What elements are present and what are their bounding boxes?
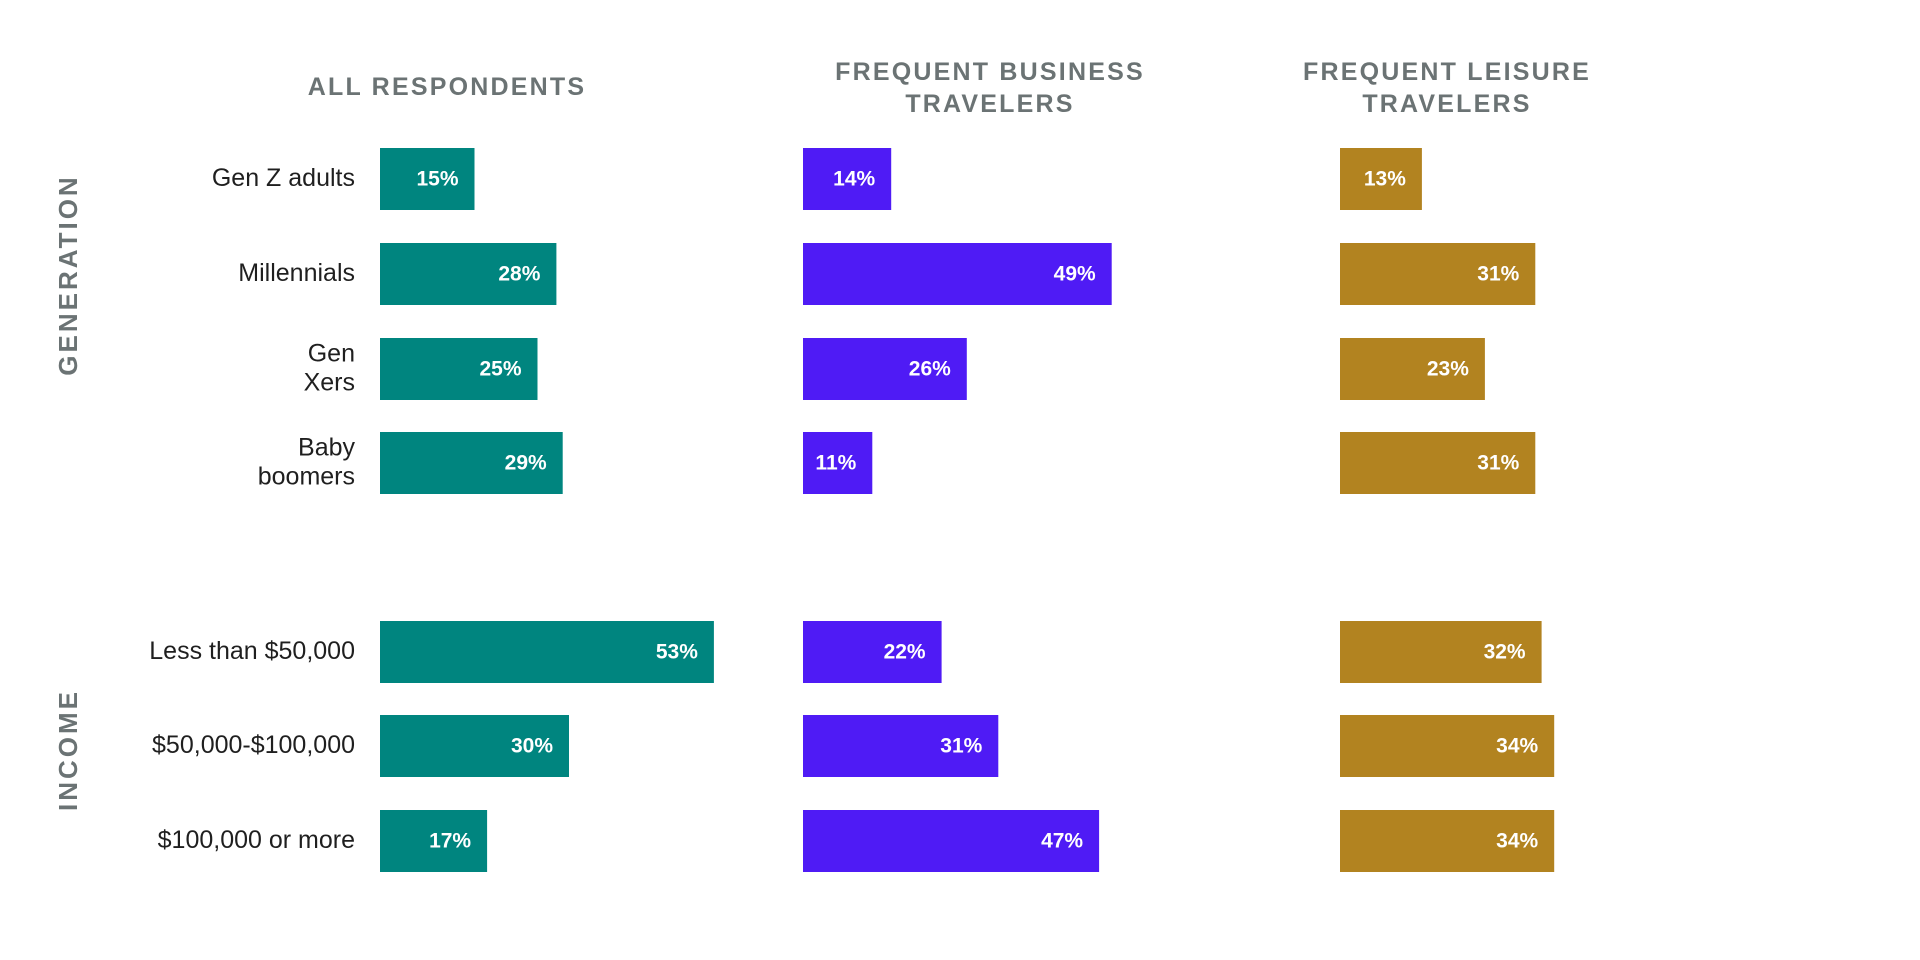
bar (803, 338, 967, 400)
bar (1340, 621, 1542, 683)
category-label: Less than $50,000 (149, 637, 355, 665)
value-label: 14% (833, 168, 875, 191)
bar (803, 810, 1100, 872)
bar (380, 243, 557, 305)
bar (1340, 715, 1555, 777)
category-label: Gen Z adults (212, 164, 355, 192)
value-label: 17% (429, 830, 471, 853)
bar (380, 621, 714, 683)
category-label: $50,000-$100,000 (152, 731, 355, 759)
bar (803, 243, 1112, 305)
category-label: Gen Xers (304, 339, 355, 396)
value-label: 23% (1427, 358, 1469, 381)
value-label: 28% (498, 263, 540, 286)
bar (1340, 432, 1536, 494)
group-label: INCOME (53, 689, 83, 811)
panel-title: FREQUENT LEISURE TRAVELERS (1303, 58, 1591, 118)
value-label: 53% (656, 641, 698, 664)
value-label: 31% (940, 735, 982, 758)
bar (380, 432, 563, 494)
value-label: 25% (479, 358, 521, 381)
value-label: 11% (815, 452, 856, 475)
category-label: $100,000 or more (158, 826, 355, 854)
bar (803, 621, 942, 683)
bar (803, 432, 873, 494)
value-label: 34% (1496, 830, 1538, 853)
value-label: 26% (909, 358, 951, 381)
bar (380, 338, 538, 400)
value-label: 49% (1054, 263, 1096, 286)
value-label: 29% (505, 452, 547, 475)
group-label: GENERATION (53, 174, 83, 375)
value-label: 15% (416, 168, 458, 191)
bar (380, 715, 569, 777)
value-label: 31% (1477, 452, 1519, 475)
value-label: 13% (1364, 168, 1406, 191)
bar (1340, 810, 1555, 872)
bar (1340, 338, 1485, 400)
category-label: Baby boomers (258, 433, 356, 490)
bar (380, 810, 488, 872)
value-label: 34% (1496, 735, 1538, 758)
value-label: 32% (1484, 641, 1526, 664)
bar (1340, 243, 1536, 305)
value-label: 31% (1477, 263, 1519, 286)
value-label: 22% (884, 641, 926, 664)
panel-title: ALL RESPONDENTS (308, 73, 586, 101)
bar (803, 148, 892, 210)
category-label: Millennials (238, 259, 355, 287)
value-label: 47% (1041, 830, 1083, 853)
value-label: 30% (511, 735, 553, 758)
bar (380, 148, 475, 210)
bar (803, 715, 999, 777)
panel-title: FREQUENT BUSINESS TRAVELERS (835, 58, 1145, 118)
bar (1340, 148, 1422, 210)
